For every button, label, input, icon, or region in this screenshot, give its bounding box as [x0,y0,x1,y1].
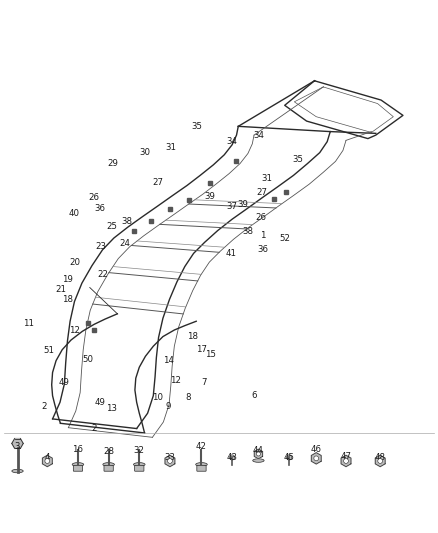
Circle shape [45,458,49,463]
Text: 34: 34 [226,137,238,146]
Ellipse shape [103,463,114,466]
Text: 32: 32 [134,446,145,455]
Polygon shape [375,455,385,467]
Text: 39: 39 [238,200,248,209]
Text: 38: 38 [242,227,253,236]
Text: 38: 38 [121,217,133,227]
FancyBboxPatch shape [104,466,113,471]
Text: 9: 9 [166,402,171,411]
Text: 35: 35 [191,122,203,131]
Text: 12: 12 [170,376,181,385]
FancyBboxPatch shape [197,466,206,471]
Circle shape [344,458,348,463]
Text: 21: 21 [56,285,67,294]
Text: 36: 36 [94,204,106,213]
Text: 26: 26 [88,193,100,202]
Ellipse shape [72,463,84,466]
Text: 42: 42 [196,442,207,451]
Text: 47: 47 [340,452,352,461]
Text: 4: 4 [45,453,50,462]
Text: 37: 37 [226,201,238,211]
Ellipse shape [196,463,207,466]
Text: 44: 44 [253,446,264,455]
Text: 13: 13 [106,405,117,414]
Ellipse shape [12,469,23,473]
Text: 30: 30 [139,148,150,157]
Circle shape [286,455,292,460]
Text: 26: 26 [255,213,266,222]
Text: 18: 18 [62,295,74,304]
Text: 14: 14 [163,356,174,365]
Text: 31: 31 [165,143,177,152]
Text: 39: 39 [204,192,215,201]
Text: 46: 46 [311,445,322,454]
Text: 35: 35 [292,155,304,164]
Text: 15: 15 [205,350,216,359]
Polygon shape [254,449,263,459]
Text: 6: 6 [251,391,257,400]
Text: 17: 17 [196,345,207,354]
Text: 25: 25 [106,222,117,231]
Text: 11: 11 [23,319,34,328]
Text: 10: 10 [152,393,163,402]
Text: 49: 49 [58,378,69,387]
Text: 2: 2 [92,424,97,433]
Text: 22: 22 [97,270,109,279]
Text: 24: 24 [119,239,131,248]
Ellipse shape [134,463,145,466]
Text: 20: 20 [69,257,80,266]
Text: 41: 41 [225,249,237,258]
Text: 8: 8 [186,393,191,402]
Text: 16: 16 [72,445,84,454]
Polygon shape [12,439,23,448]
Text: 52: 52 [279,234,290,243]
Text: 28: 28 [103,447,114,456]
Text: 19: 19 [63,275,73,284]
Text: 12: 12 [69,326,80,335]
FancyBboxPatch shape [73,466,83,471]
Circle shape [314,456,318,461]
Text: 7: 7 [201,378,206,387]
FancyBboxPatch shape [134,466,144,471]
Circle shape [230,455,235,460]
Text: 51: 51 [43,346,55,355]
Text: 33: 33 [164,453,176,462]
Polygon shape [165,455,175,467]
Circle shape [378,458,382,463]
Ellipse shape [253,459,264,462]
Text: 40: 40 [68,208,79,217]
Text: 23: 23 [95,243,106,251]
Text: 49: 49 [95,398,105,407]
Text: 1: 1 [260,231,265,240]
Polygon shape [311,453,321,464]
Text: 29: 29 [108,159,118,168]
Text: 43: 43 [226,453,238,462]
Polygon shape [42,455,52,467]
Text: 45: 45 [283,453,295,462]
Polygon shape [341,455,351,467]
Text: 2: 2 [41,402,46,411]
Text: 50: 50 [82,355,93,364]
Circle shape [168,458,172,463]
Circle shape [256,452,261,456]
Text: 3: 3 [15,442,20,451]
Text: 34: 34 [253,131,264,140]
Text: 48: 48 [374,453,386,462]
Text: 27: 27 [152,178,163,187]
Text: 36: 36 [257,245,268,254]
Text: 18: 18 [187,332,198,341]
Text: 27: 27 [256,188,268,197]
Text: 31: 31 [261,174,273,183]
